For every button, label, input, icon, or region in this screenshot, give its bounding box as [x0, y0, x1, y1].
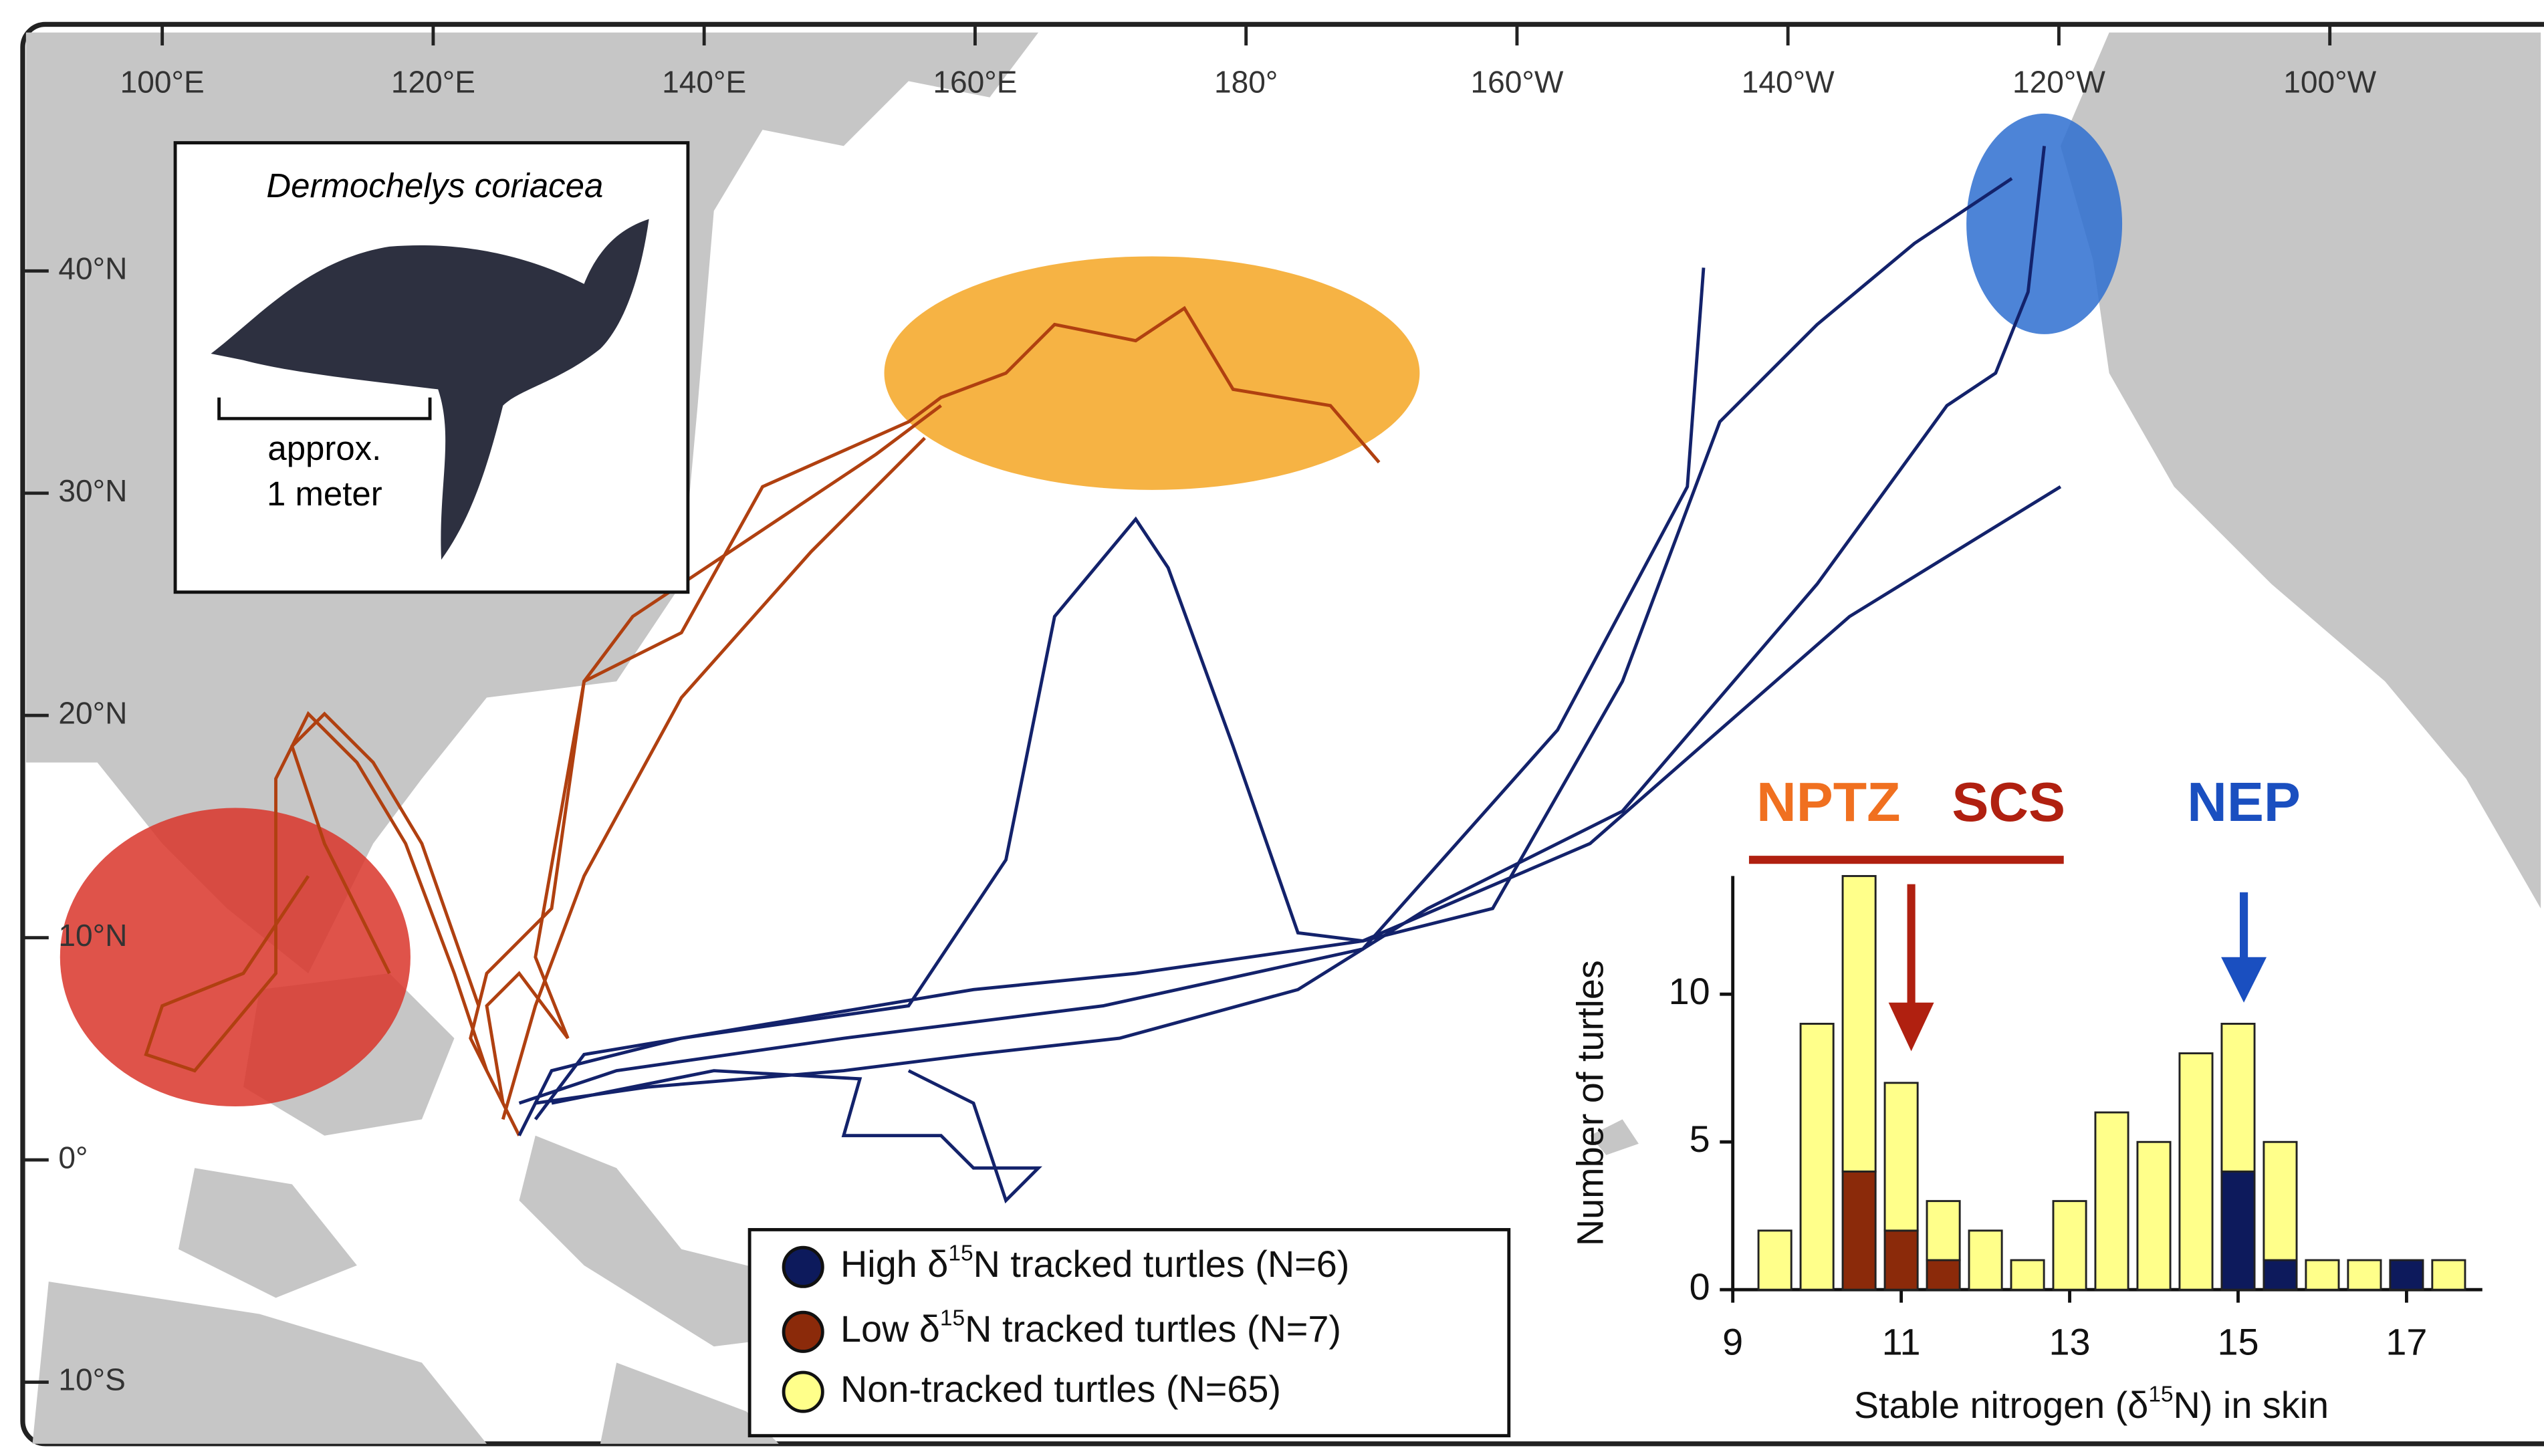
bar [2222, 1023, 2254, 1171]
superscript: 15 [940, 1306, 965, 1331]
x-tick-label: 13 [2049, 1320, 2091, 1362]
bar [2264, 1142, 2297, 1260]
lat-label: 20°N [58, 695, 127, 730]
nptz-region [885, 256, 1420, 489]
bar [2390, 1260, 2423, 1290]
bar [2222, 1171, 2254, 1290]
x-axis-label: Stable nitrogen (δ15N) in skin [1854, 1382, 2329, 1426]
bar [1927, 1201, 1960, 1260]
bar [1885, 1231, 1918, 1290]
x-tick-label: 11 [1882, 1320, 1921, 1362]
y-tick-label: 10 [1669, 970, 1710, 1012]
bar [2011, 1260, 2044, 1290]
scale-label: 1 meter [267, 475, 382, 513]
lon-label: 100°W [2283, 64, 2376, 99]
bar [2432, 1260, 2465, 1290]
figure: Dermochelys coriacea approx. 1 meter 100… [0, 0, 2544, 1456]
lat-label: 10°N [58, 918, 127, 953]
legend-marker [784, 1372, 822, 1411]
bar [2095, 1112, 2128, 1290]
lat-label: 40°N [58, 251, 127, 285]
legend-label: High δ15N tracked turtles (N=6) [840, 1241, 1349, 1285]
lat-label: 10°S [58, 1362, 125, 1397]
superscript: 15 [2148, 1382, 2173, 1407]
lat-label: 30°N [58, 473, 127, 508]
lon-label: 160°E [933, 64, 1017, 99]
legend-label: Non-tracked turtles (N=65) [840, 1368, 1281, 1410]
bar [1969, 1231, 2002, 1290]
bar [1927, 1260, 1960, 1290]
lon-label: 180° [1214, 64, 1278, 99]
y-axis-label: Number of turtles [1569, 960, 1611, 1246]
legend-label: Low δ15N tracked turtles (N=7) [840, 1306, 1341, 1350]
bar [2180, 1054, 2212, 1290]
x-tick-label: 9 [1722, 1320, 1743, 1362]
lon-label: 160°W [1470, 64, 1563, 99]
bar [1758, 1231, 1791, 1290]
lon-label: 140°W [1742, 64, 1835, 99]
y-tick-label: 0 [1690, 1265, 1710, 1308]
lat-label: 0° [58, 1140, 88, 1175]
bar [2264, 1260, 2297, 1290]
x-tick-label: 17 [2386, 1320, 2427, 1362]
scale-label: approx. [267, 429, 381, 467]
lon-label: 100°E [120, 64, 205, 99]
bar [2306, 1260, 2339, 1290]
annotation: NPTZ [1756, 771, 1900, 833]
bar [2053, 1201, 2086, 1290]
scs-region [60, 808, 411, 1107]
lon-label: 120°W [2012, 64, 2105, 99]
page: {"map":{ "lon_ticks":[{"value":100,"labe… [0, 0, 2544, 1456]
bar [2137, 1142, 2170, 1290]
lon-label: 120°E [391, 64, 475, 99]
bar [2348, 1260, 2381, 1290]
species-name: Dermochelys coriacea [266, 166, 603, 205]
legend-marker [784, 1247, 822, 1286]
x-tick-label: 15 [2217, 1320, 2259, 1362]
bar [1843, 876, 1875, 1171]
bar [1885, 1083, 1918, 1231]
y-tick-label: 5 [1690, 1118, 1710, 1160]
superscript: 15 [948, 1241, 973, 1266]
lon-label: 140°E [662, 64, 746, 99]
annotation: SCS [1952, 771, 2065, 833]
bar [1843, 1171, 1875, 1290]
bar [1801, 1023, 1833, 1290]
legend-marker [784, 1312, 822, 1351]
annotation: NEP [2187, 771, 2301, 833]
